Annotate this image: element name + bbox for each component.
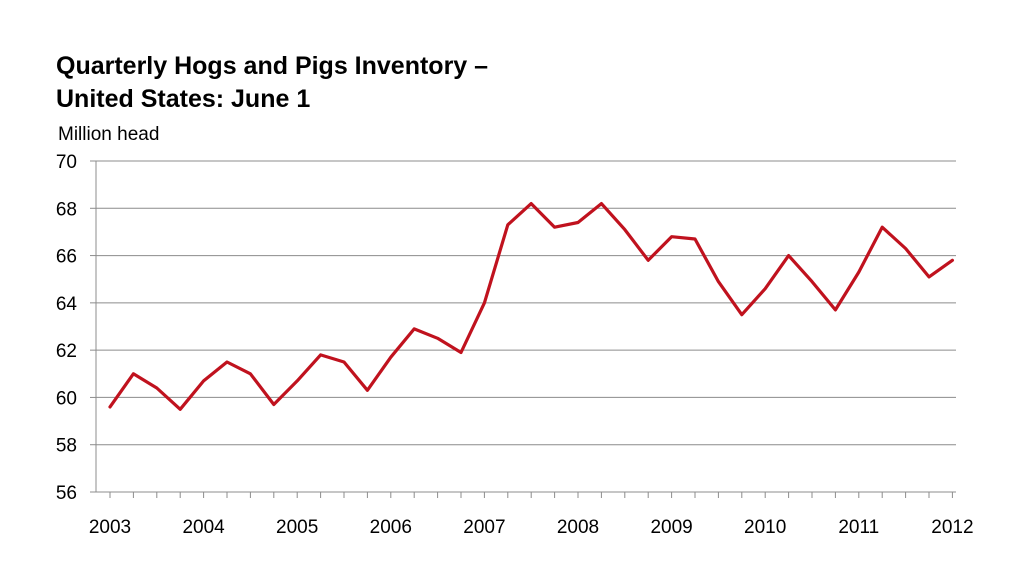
data-point [202,379,205,382]
data-point [881,226,884,229]
data-point [343,360,346,363]
axes [90,160,956,498]
y-axis-label: Million head [58,124,159,145]
chart-title: Quarterly Hogs and Pigs Inventory – Unit… [56,50,488,116]
data-point [694,238,697,241]
data-point [670,235,673,238]
x-tick-label-2010: 2010 [744,517,786,538]
data-point [857,271,860,274]
data-point [319,353,322,356]
series-line-0 [108,202,955,411]
data-point [460,351,463,354]
data-point [787,254,790,257]
x-tick-label-2005: 2005 [276,517,318,538]
y-tick-label-66: 66 [56,247,77,268]
data-point [717,280,720,283]
data-point [951,259,954,262]
chart-title-line-2: United States: June 1 [56,85,311,113]
series-layer [108,202,955,411]
y-tick-label-58: 58 [56,436,77,457]
data-point [530,202,533,205]
data-point [764,287,767,290]
data-point [155,386,158,389]
data-point [811,280,814,283]
data-point [389,356,392,359]
y-tick-label-64: 64 [56,294,78,315]
data-point [647,259,650,262]
data-point [272,403,275,406]
x-tick-label-2012: 2012 [931,517,973,538]
x-tick-label-2003: 2003 [89,517,131,538]
x-tick-labels: 2003 2004 2005 2006 2007 2008 2009 2010 2011 2012 [89,517,974,538]
data-point [413,327,416,330]
gridlines [96,160,956,446]
x-tick-label-2009: 2009 [650,517,692,538]
data-point [179,408,182,411]
data-point [834,308,837,311]
x-tick-label-2011: 2011 [838,517,879,538]
x-tick-label-2004: 2004 [182,517,225,538]
y-tick-label-70: 70 [56,152,77,173]
x-tick-label-2006: 2006 [370,517,412,538]
data-point [436,337,439,340]
data-point [928,275,931,278]
y-tick-labels: 56 58 60 62 64 66 68 70 [56,152,78,504]
data-point [904,247,907,250]
y-tick-label-60: 60 [56,388,77,409]
data-point [600,202,603,205]
data-point [483,301,486,304]
data-point [296,379,299,382]
data-point [740,313,743,316]
chart-title-line-1: Quarterly Hogs and Pigs Inventory – [56,52,489,80]
data-point [226,360,229,363]
data-point [366,389,369,392]
data-point [577,221,580,224]
y-tick-label-56: 56 [56,483,77,504]
data-point [553,226,556,229]
y-tick-label-68: 68 [56,199,77,220]
data-point [623,228,626,231]
data-point [506,223,509,226]
data-point [109,405,112,408]
x-tick-label-2007: 2007 [463,517,505,538]
data-point [132,372,135,375]
x-tick-label-2008: 2008 [557,517,599,538]
data-point [249,372,252,375]
y-tick-label-62: 62 [56,341,77,362]
